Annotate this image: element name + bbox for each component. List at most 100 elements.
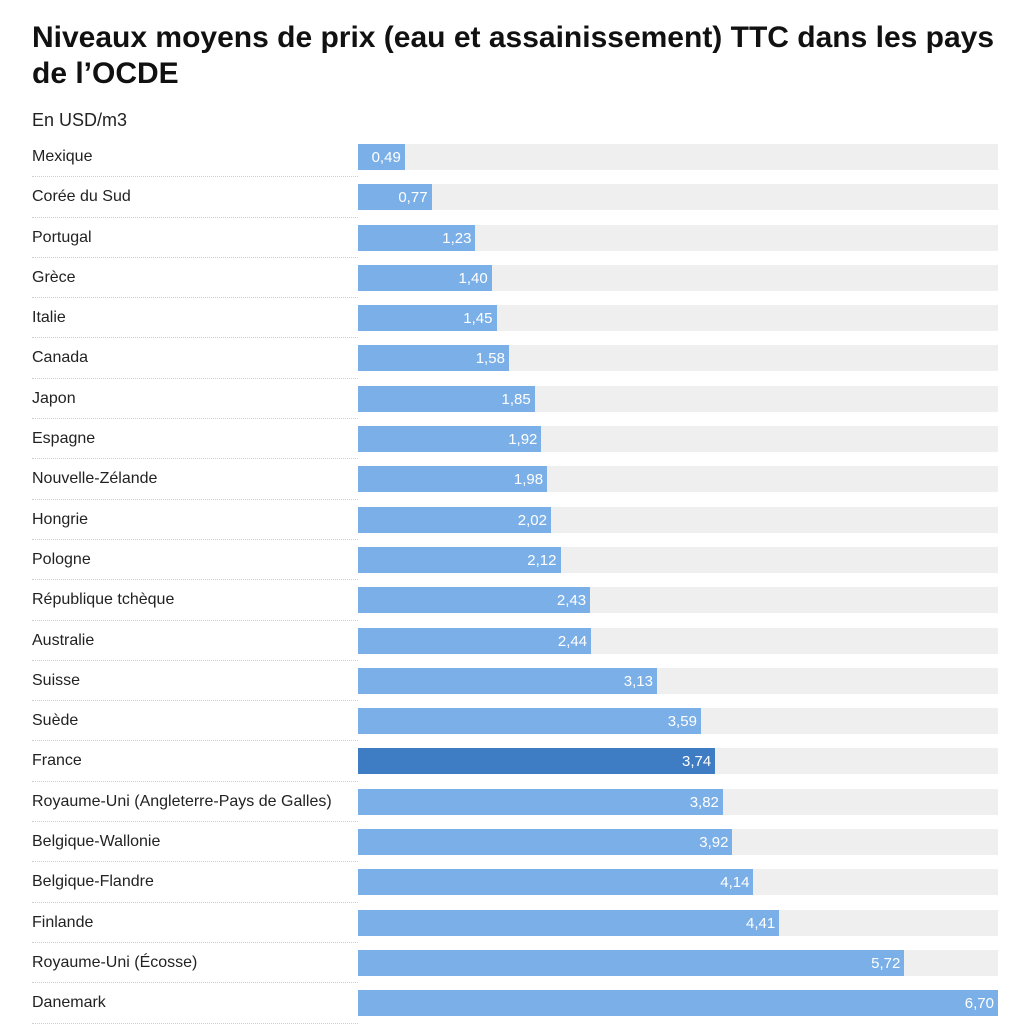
bar: 5,72 (358, 949, 905, 976)
data-label: 0,49 (371, 149, 401, 166)
bar-row: Hongrie 2,02 (32, 500, 998, 540)
category-label: Pologne (32, 550, 91, 568)
data-label: 0,77 (398, 189, 428, 207)
bar-row: Belgique-Wallonie 3,92 (32, 822, 998, 863)
bar-row: Grèce 1,40 (32, 258, 998, 299)
bar-track: 3,74 (358, 748, 998, 775)
row-separator (32, 982, 358, 984)
row-separator (32, 498, 358, 500)
row-separator (32, 216, 358, 218)
bar-track: 4,41 (358, 909, 998, 936)
category-label: Grèce (32, 268, 76, 286)
bar: 0,77 (358, 184, 432, 211)
bar: 1,45 (358, 305, 497, 332)
data-label: 4,14 (720, 874, 750, 892)
data-label: 2,44 (557, 632, 588, 650)
bar-track: 1,98 (358, 466, 998, 493)
bar-track: 1,58 (358, 345, 998, 372)
chart-subtitle: En USD/m3 (32, 110, 128, 130)
category-label: Corée du Sud (32, 188, 131, 206)
row-separator (32, 538, 358, 540)
bar-row: République tchèque 2,43 (32, 580, 998, 621)
bar: 3,59 (358, 708, 701, 735)
row-separator (32, 821, 358, 823)
bar: 1,98 (358, 466, 548, 493)
bar-track: 1,40 (358, 264, 998, 291)
bar-track: 3,13 (358, 667, 998, 694)
row-separator (32, 861, 358, 863)
bar-track: 3,92 (358, 829, 998, 856)
bar-row: Canada 1,58 (32, 338, 998, 379)
row-separator (32, 297, 358, 299)
bar: 3,74 (358, 748, 716, 775)
row-separator (32, 780, 358, 782)
row-separator (32, 619, 358, 621)
category-label: Portugal (32, 228, 92, 246)
bar-row: Suisse 3,13 (32, 661, 998, 702)
bar: 4,14 (358, 869, 754, 896)
chart-title: Niveaux moyens de prix (eau et assainiss… (32, 21, 995, 90)
category-label: Royaume-Uni (Angleterre-Pays de Galles) (32, 792, 332, 810)
category-label: Belgique-Wallonie (32, 833, 161, 851)
category-label: Canada (32, 349, 89, 367)
bar-track: 2,02 (358, 506, 998, 533)
category-label: France (32, 752, 82, 770)
bar: 1,40 (358, 264, 492, 291)
data-label: 1,23 (442, 229, 472, 247)
bar-track: 5,72 (358, 949, 998, 976)
category-label: Danemark (32, 994, 106, 1012)
bar: 0,49 (358, 144, 405, 170)
bar-row: Espagne 1,92 (32, 419, 998, 460)
bar-row: France 3,74 (32, 741, 998, 782)
bar-track: 2,43 (358, 587, 998, 614)
row-separator (32, 377, 358, 379)
bar: 2,02 (358, 506, 551, 533)
row-separator (32, 1022, 358, 1024)
category-label: Australie (32, 631, 95, 649)
data-label: 3,59 (667, 713, 697, 731)
bar-track: 4,14 (358, 869, 998, 896)
data-label: 3,92 (699, 834, 729, 852)
row-separator (32, 700, 358, 702)
data-label: 3,74 (682, 753, 712, 771)
row-separator (32, 337, 358, 339)
data-label: 6,70 (964, 995, 994, 1013)
bar: 1,92 (358, 426, 542, 453)
data-label: 1,45 (463, 310, 493, 328)
category-label: Italie (32, 309, 66, 327)
bar-row: Corée du Sud 0,77 (32, 177, 998, 218)
bar-track: 1,85 (358, 385, 998, 412)
bar-row: Japon 1,85 (32, 379, 998, 420)
bar-row: Suède 3,59 (32, 701, 998, 742)
bar: 6,70 (358, 990, 998, 1017)
bar-row: Mexique 0,49 (32, 137, 998, 178)
row-separator (32, 176, 358, 178)
bar-track: 0,49 (358, 144, 998, 170)
bar-track: 2,12 (358, 546, 998, 573)
category-label: Suisse (32, 671, 81, 689)
bar-row: Italie 1,45 (32, 298, 998, 339)
bar: 3,92 (358, 829, 733, 856)
bar-row: Belgique-Flandre 4,14 (32, 862, 998, 903)
data-label: 1,40 (458, 269, 488, 287)
bar-row: Royaume-Uni (Écosse) 5,72 (32, 943, 998, 984)
category-label: Finlande (32, 913, 94, 931)
data-label: 3,13 (623, 672, 653, 690)
category-label: République tchèque (32, 591, 175, 609)
bar-row: Australie 2,44 (32, 621, 998, 661)
category-label: Nouvelle-Zélande (32, 470, 158, 488)
bar-row: Portugal 1,23 (32, 218, 998, 258)
row-separator (32, 579, 358, 581)
bar-track: 3,82 (358, 788, 998, 815)
bar: 2,43 (358, 587, 591, 614)
bar-row: Nouvelle-Zélande 1,98 (32, 459, 998, 500)
bar-row: Finlande 4,41 (32, 903, 998, 943)
category-label: Mexique (32, 148, 93, 165)
bar-rows: Mexique 0,49 Corée du Sud 0,77 Portugal 1,23 G… (32, 137, 998, 1024)
bar-row: Pologne 2,12 (32, 540, 998, 581)
category-label: Japon (32, 389, 76, 407)
data-label: 2,43 (556, 592, 587, 610)
data-label: 2,12 (527, 551, 557, 569)
bar: 1,58 (358, 345, 509, 372)
bar: 2,44 (358, 627, 592, 654)
